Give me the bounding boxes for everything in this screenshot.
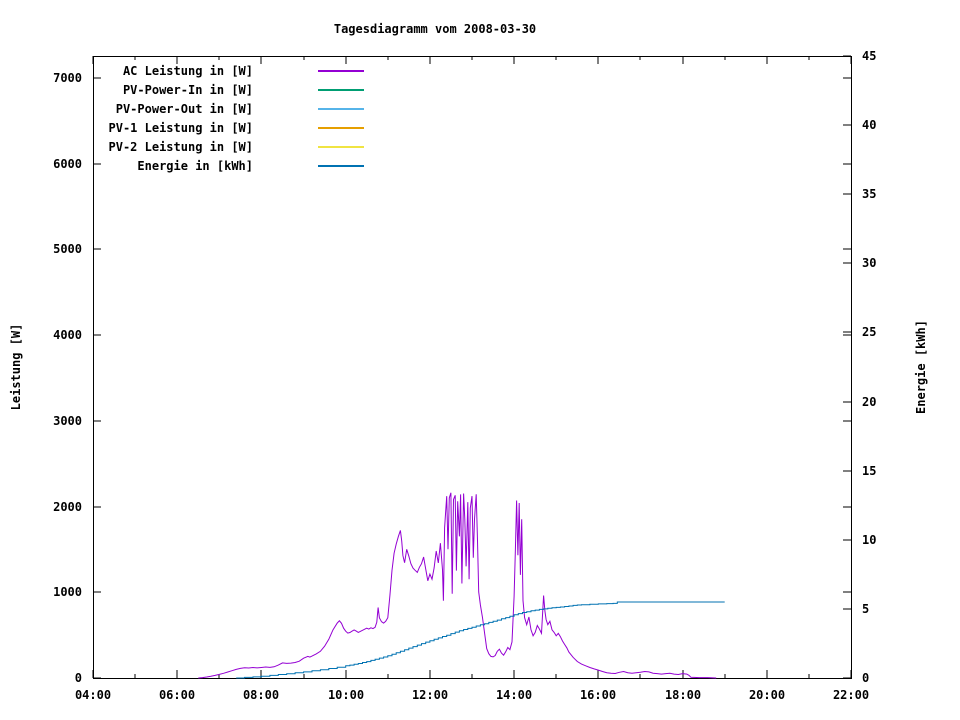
y-left-tick-label: 2000 [53,500,82,514]
legend-line-sample [318,145,364,148]
x-tick-label: 16:00 [580,688,616,702]
plot-border [93,56,852,679]
x-tick-label: 18:00 [665,688,701,702]
x-tick-label: 22:00 [833,688,869,702]
legend-line-sample [318,107,364,110]
x-tick-label: 04:00 [75,688,111,702]
y-right-tick-label: 25 [862,325,876,339]
x-tick-label: 08:00 [243,688,279,702]
y-left-tick-label: 4000 [53,328,82,342]
y-left-tick-label: 0 [75,671,82,685]
y-left-tick-label: 6000 [53,157,82,171]
legend-item: PV-Power-Out in [W] [93,99,364,118]
y-left-tick-label: 5000 [53,242,82,256]
x-tick-label: 12:00 [412,688,448,702]
y-left-tick-label: 1000 [53,585,82,599]
x-tick-label: 06:00 [159,688,195,702]
legend-label: Energie in [kWh] [137,158,253,173]
y-left-tick-label: 3000 [53,414,82,428]
legend-line-sample [318,69,364,72]
y-left-tick-label: 7000 [53,71,82,85]
series-ac-leistung [198,492,717,679]
y-right-tick-label: 15 [862,464,876,478]
chart-title: Tagesdiagramm vom 2008-03-30 [333,22,537,36]
legend-label: PV-1 Leistung in [W] [108,120,254,135]
y-right-tick-label: 0 [862,671,869,685]
legend-label: PV-Power-Out in [W] [115,101,253,116]
legend-line-sample [318,164,364,167]
x-tick-label: 14:00 [496,688,532,702]
legend-item: PV-1 Leistung in [W] [93,118,364,137]
y-right-tick-label: 30 [862,256,876,270]
x-tick-label: 10:00 [328,688,364,702]
y-right-tick-label: 10 [862,533,876,547]
legend-line-sample [318,126,364,129]
legend-label: PV-Power-In in [W] [122,82,253,97]
y-right-tick-label: 45 [862,49,876,63]
y-right-tick-label: 5 [862,602,869,616]
legend-label: AC Leistung in [W] [122,63,253,78]
legend-item: AC Leistung in [W] [93,61,364,80]
legend-label: PV-2 Leistung in [W] [108,139,254,154]
legend: AC Leistung in [W] PV-Power-In in [W] PV-P… [93,61,364,175]
y-right-tick-label: 40 [862,118,876,132]
legend-item: PV-Power-In in [W] [93,80,364,99]
legend-item: Energie in [kWh] [93,156,364,175]
legend-item: PV-2 Leistung in [W] [93,137,364,156]
y-right-tick-label: 20 [862,395,876,409]
y-right-tick-label: 35 [862,187,876,201]
legend-line-sample [318,88,364,91]
x-tick-label: 20:00 [749,688,785,702]
series-energie [236,601,725,679]
